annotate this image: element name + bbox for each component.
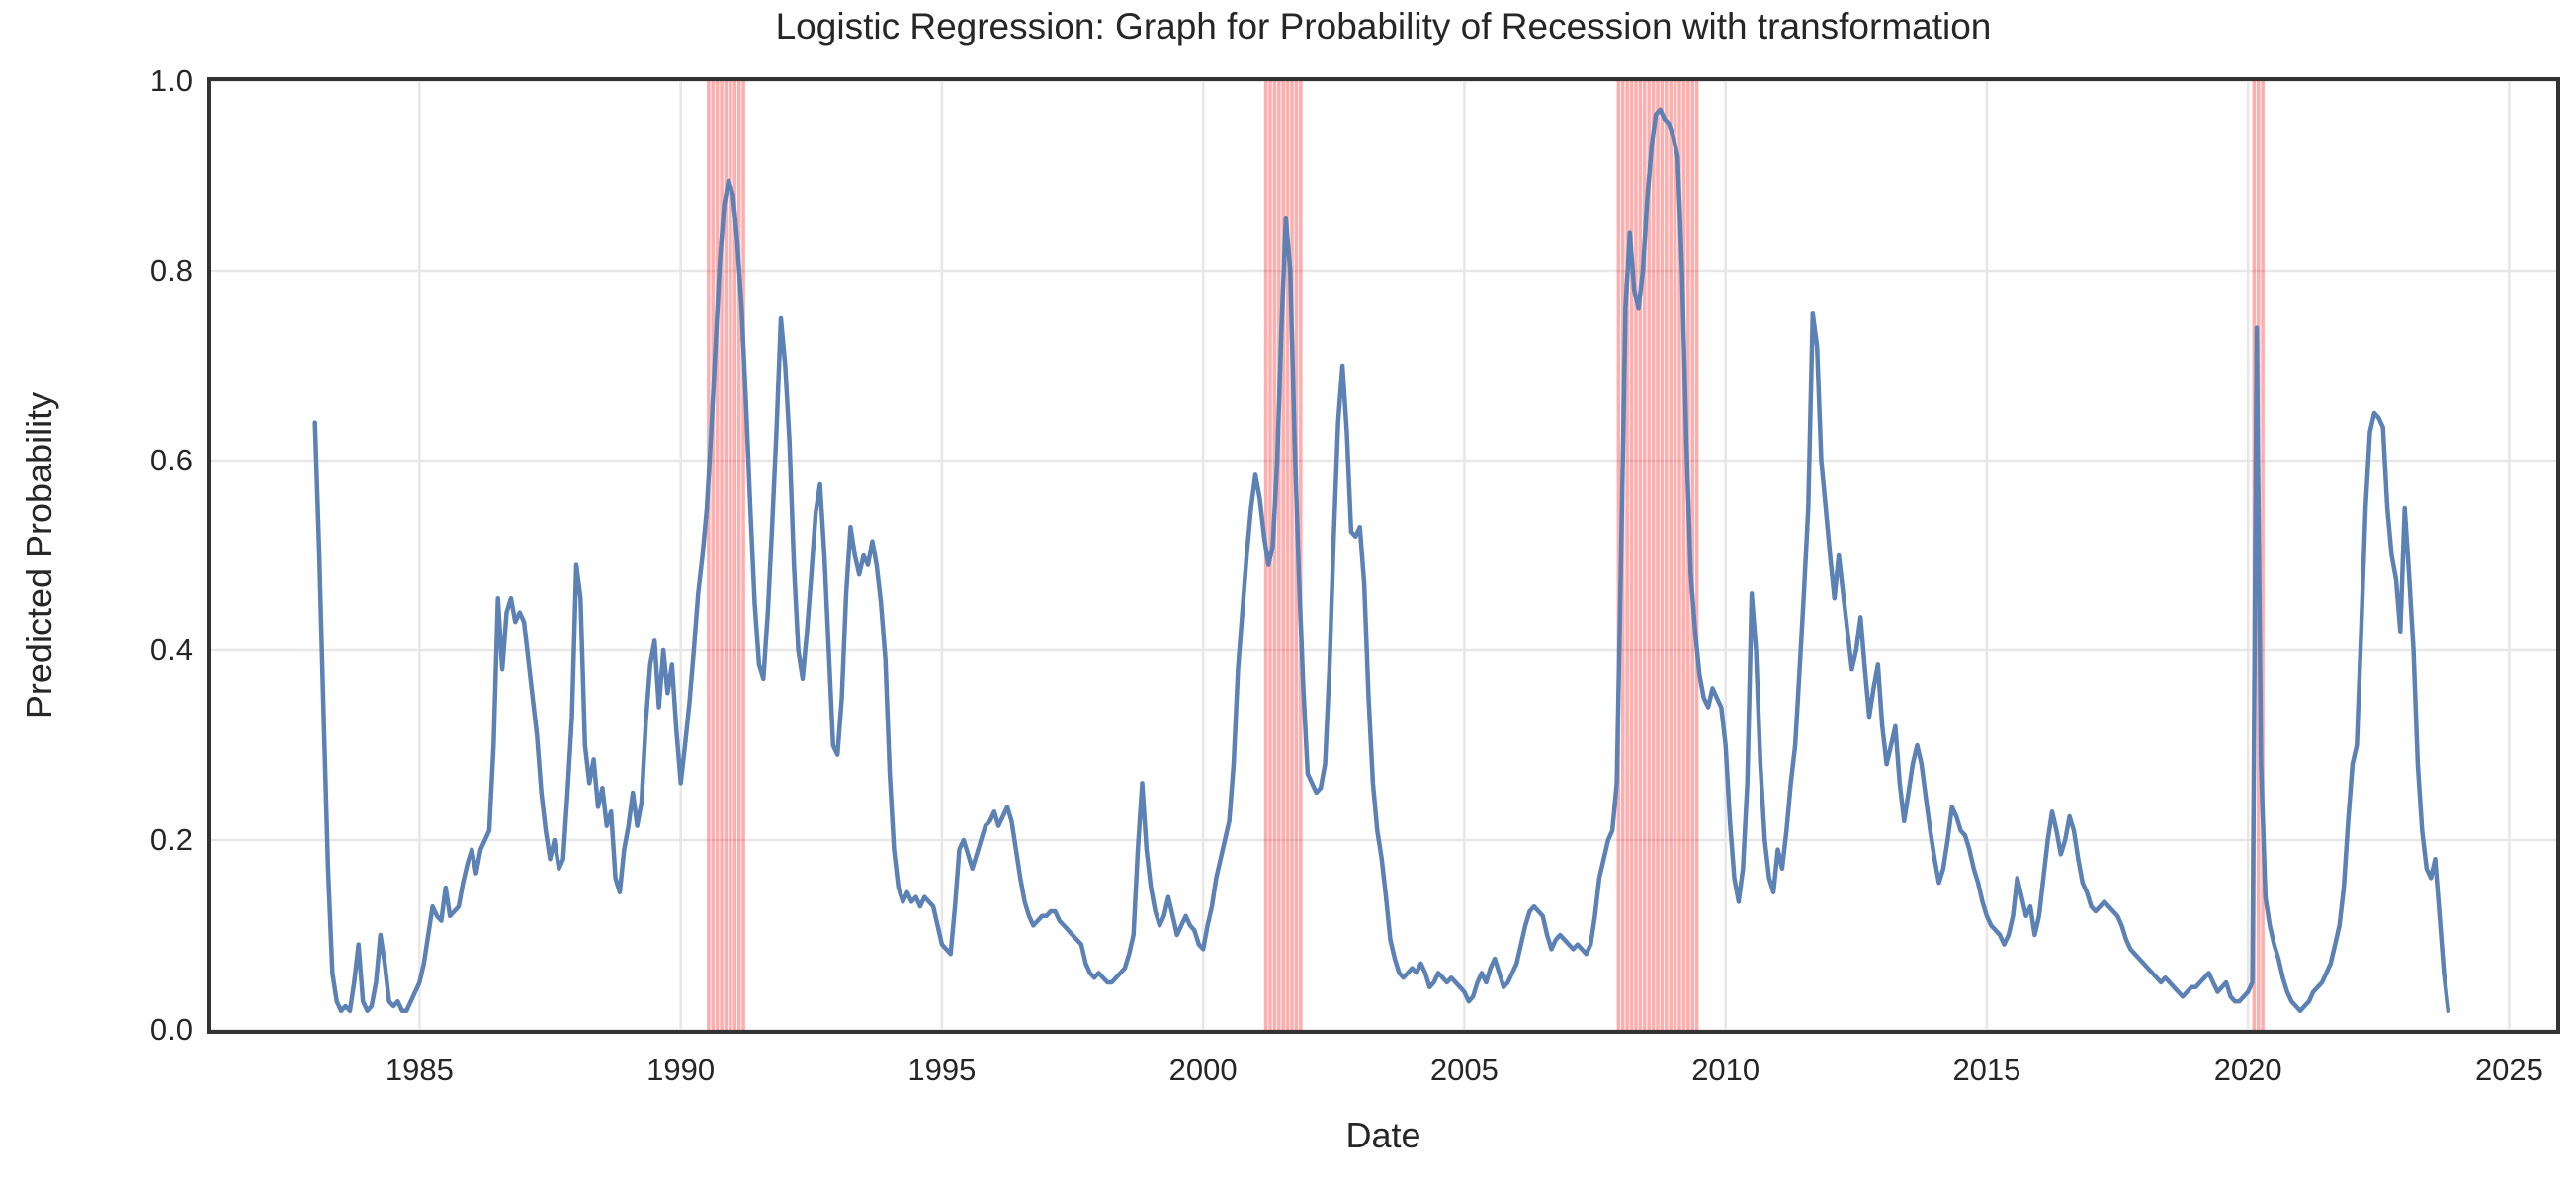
x-tick-label: 2025: [2474, 1053, 2543, 1087]
recession-band-stripe: [1290, 81, 1294, 1030]
recession-band-stripe: [1665, 81, 1669, 1030]
recession-band-stripe: [1281, 81, 1285, 1030]
recession-band-stripe: [707, 81, 711, 1030]
recession-band-stripe: [1647, 81, 1651, 1030]
recession-band-stripe: [1656, 81, 1660, 1030]
recession-band-stripe: [1673, 81, 1677, 1030]
x-tick-label: 2010: [1691, 1053, 1760, 1087]
recession-band-stripe: [711, 81, 716, 1030]
probability-line: [312, 107, 2451, 1014]
recession-band-stripe: [1299, 81, 1303, 1030]
y-tick-label: 0.8: [149, 253, 193, 288]
recession-band-stripe: [1651, 81, 1656, 1030]
x-tick-label: 2020: [2213, 1053, 2282, 1087]
y-tick-label: 0.2: [149, 822, 193, 857]
plot-area: [207, 77, 2560, 1034]
x-tick-label: 2000: [1168, 1053, 1238, 1087]
x-tick-label: 1985: [385, 1053, 454, 1087]
y-tick-label: 0.0: [149, 1012, 193, 1047]
recession-band-stripe: [715, 81, 720, 1030]
recession-band-stripe: [1638, 81, 1643, 1030]
recession-band-stripe: [1643, 81, 1647, 1030]
chart-title: Logistic Regression: Graph for Probabili…: [775, 6, 1992, 46]
y-tick-label: 1.0: [149, 63, 193, 98]
x-tick-label: 1995: [907, 1053, 977, 1087]
y-tick-label: 0.4: [149, 633, 193, 667]
x-tick-label: 2005: [1429, 1053, 1499, 1087]
recession-band-stripe: [720, 81, 724, 1030]
recession-band-stripe: [724, 81, 729, 1030]
recession-band-stripe: [741, 81, 745, 1030]
x-tick-label: 2015: [1952, 1053, 2021, 1087]
y-tick-label: 0.6: [149, 443, 193, 477]
x-axis-label: Date: [1345, 1115, 1421, 1155]
recession-band-stripe: [1690, 81, 1694, 1030]
recession-band-stripe: [1681, 81, 1686, 1030]
recession-band-stripe: [1660, 81, 1665, 1030]
recession-band-stripe: [1629, 81, 1634, 1030]
recession-band-stripe: [732, 81, 737, 1030]
recession-band-stripe: [736, 81, 741, 1030]
plot-canvas: [211, 81, 2556, 1030]
recession-band-stripe: [1272, 81, 1277, 1030]
recession-band-stripe: [1634, 81, 1638, 1030]
y-axis-label: Predicted Probability: [19, 391, 59, 720]
x-tick-label: 1990: [646, 1053, 716, 1087]
recession-band-stripe: [1277, 81, 1281, 1030]
recession-band-stripe: [1285, 81, 1290, 1030]
recession-band-stripe: [1616, 81, 1621, 1030]
recession-band-stripe: [1677, 81, 1681, 1030]
recession-band-stripe: [2261, 81, 2265, 1030]
recession-band-stripe: [1669, 81, 1673, 1030]
recession-band-stripe: [1694, 81, 1699, 1030]
recession-band-stripe: [1625, 81, 1629, 1030]
recession-band-stripe: [729, 81, 732, 1030]
